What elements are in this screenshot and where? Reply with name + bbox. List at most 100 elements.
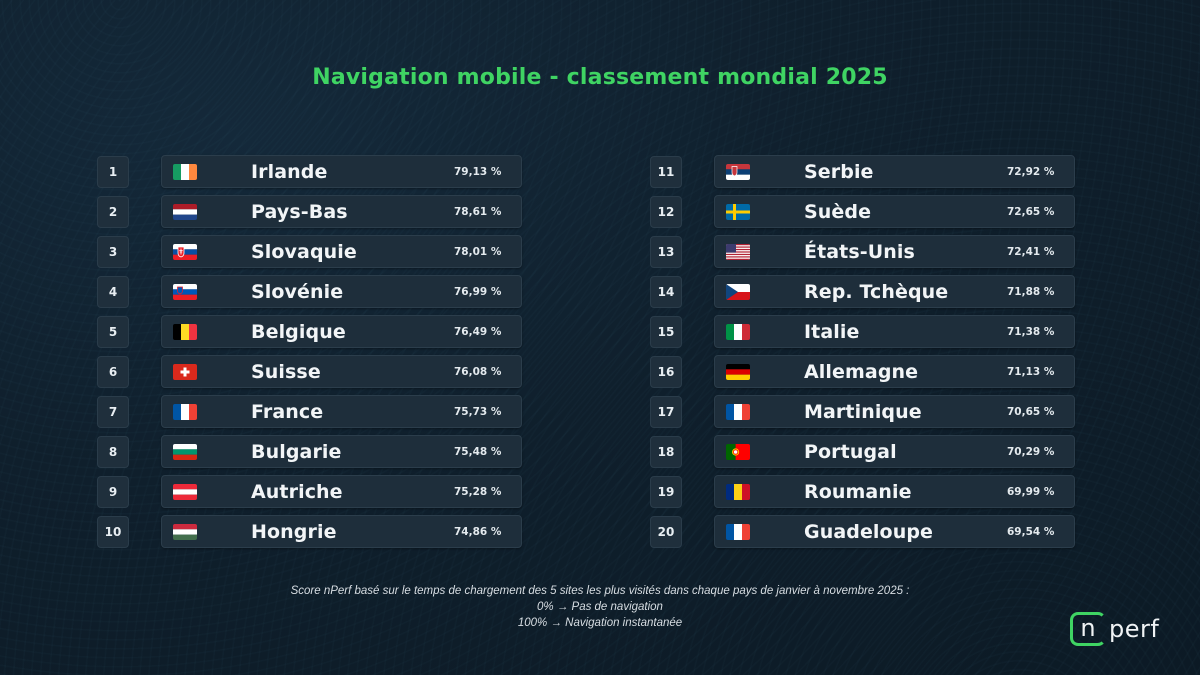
country-bar: Suisse 76,08 % xyxy=(161,355,522,388)
country-score: 75,28 % xyxy=(454,485,502,498)
bulgaria-flag-icon xyxy=(173,444,197,460)
country-score: 76,99 % xyxy=(454,285,502,298)
ranking-row-martinique: 17 Martinique 70,65 % xyxy=(650,395,1075,428)
ranking-row-etats-unis: 13 États-Unis 72,41 % xyxy=(650,235,1075,268)
country-name: Serbie xyxy=(804,160,874,183)
country-name: Pays-Bas xyxy=(251,200,348,223)
rank-badge: 16 xyxy=(650,355,682,388)
country-bar: Suède 72,65 % xyxy=(714,195,1075,228)
rank-badge: 15 xyxy=(650,315,682,348)
rank-badge: 19 xyxy=(650,475,682,508)
country-bar: Roumanie 69,99 % xyxy=(714,475,1075,508)
country-name: Slovaquie xyxy=(251,240,357,263)
rank-badge: 18 xyxy=(650,435,682,468)
country-name: États-Unis xyxy=(804,240,915,263)
country-name: Belgique xyxy=(251,320,346,343)
czech-flag-icon xyxy=(726,284,750,300)
netherlands-flag-icon xyxy=(173,204,197,220)
country-score: 72,92 % xyxy=(1007,165,1055,178)
ranking-row-guadeloupe: 20 Guadeloupe 69,54 % xyxy=(650,515,1075,548)
belgium-flag-icon xyxy=(173,324,197,340)
rank-badge: 2 xyxy=(97,195,129,228)
rank-badge: 4 xyxy=(97,275,129,308)
country-bar: Slovénie 76,99 % xyxy=(161,275,522,308)
country-score: 74,86 % xyxy=(454,525,502,538)
country-name: Suède xyxy=(804,200,872,223)
ranking-row-italie: 15 Italie 71,38 % xyxy=(650,315,1075,348)
slovakia-flag-icon xyxy=(173,244,197,260)
country-name: Rep. Tchèque xyxy=(804,280,949,303)
rank-badge: 14 xyxy=(650,275,682,308)
country-score: 71,13 % xyxy=(1007,365,1055,378)
rank-badge: 9 xyxy=(97,475,129,508)
rank-badge: 3 xyxy=(97,235,129,268)
country-score: 71,38 % xyxy=(1007,325,1055,338)
nperf-logo-text: perf xyxy=(1109,615,1160,643)
country-score: 72,41 % xyxy=(1007,245,1055,258)
country-bar: États-Unis 72,41 % xyxy=(714,235,1075,268)
country-name: France xyxy=(251,400,324,423)
country-name: Allemagne xyxy=(804,360,919,383)
country-name: Autriche xyxy=(251,480,343,503)
country-name: Slovénie xyxy=(251,280,344,303)
country-score: 69,54 % xyxy=(1007,525,1055,538)
france-flag-icon xyxy=(173,404,197,420)
country-score: 71,88 % xyxy=(1007,285,1055,298)
country-bar: Belgique 76,49 % xyxy=(161,315,522,348)
country-name: Guadeloupe xyxy=(804,520,934,543)
country-name: Roumanie xyxy=(804,480,912,503)
footnote-scale-max: 100% → Navigation instantanée xyxy=(517,617,683,629)
ranking-row-serbie: 11 Serbie 72,92 % xyxy=(650,155,1075,188)
ranking-row-portugal: 18 Portugal 70,29 % xyxy=(650,435,1075,468)
country-bar: Allemagne 71,13 % xyxy=(714,355,1075,388)
country-name: Suisse xyxy=(251,360,321,383)
ranking-row-suede: 12 Suède 72,65 % xyxy=(650,195,1075,228)
country-score: 78,01 % xyxy=(454,245,502,258)
france-flag-icon xyxy=(726,524,750,540)
austria-flag-icon xyxy=(173,484,197,500)
country-name: Hongrie xyxy=(251,520,337,543)
germany-flag-icon xyxy=(726,364,750,380)
rank-badge: 20 xyxy=(650,515,682,548)
country-bar: Italie 71,38 % xyxy=(714,315,1075,348)
ranking-row-suisse: 6 Suisse 76,08 % xyxy=(97,355,522,388)
sweden-flag-icon xyxy=(726,204,750,220)
serbia-flag-icon xyxy=(726,164,750,180)
rank-badge: 5 xyxy=(97,315,129,348)
country-bar: Martinique 70,65 % xyxy=(714,395,1075,428)
country-bar: Rep. Tchèque 71,88 % xyxy=(714,275,1075,308)
footnote: Score nPerf basé sur le temps de chargem… xyxy=(0,583,1200,631)
ireland-flag-icon xyxy=(173,164,197,180)
ranking-row-bulgarie: 8 Bulgarie 75,48 % xyxy=(97,435,522,468)
country-score: 70,65 % xyxy=(1007,405,1055,418)
country-name: Martinique xyxy=(804,400,922,423)
country-name: Irlande xyxy=(251,160,328,183)
country-score: 76,49 % xyxy=(454,325,502,338)
footnote-description: Score nPerf basé sur le temps de chargem… xyxy=(290,585,910,597)
ranking-row-hongrie: 10 Hongrie 74,86 % xyxy=(97,515,522,548)
country-name: Bulgarie xyxy=(251,440,342,463)
france-flag-icon xyxy=(726,404,750,420)
country-bar: Serbie 72,92 % xyxy=(714,155,1075,188)
country-name: Italie xyxy=(804,320,860,343)
country-bar: Guadeloupe 69,54 % xyxy=(714,515,1075,548)
switzerland-flag-icon xyxy=(173,364,197,380)
country-name: Portugal xyxy=(804,440,897,463)
ranking-row-france: 7 France 75,73 % xyxy=(97,395,522,428)
country-score: 79,13 % xyxy=(454,165,502,178)
rank-badge: 17 xyxy=(650,395,682,428)
ranking-row-roumanie: 19 Roumanie 69,99 % xyxy=(650,475,1075,508)
country-bar: France 75,73 % xyxy=(161,395,522,428)
country-score: 70,29 % xyxy=(1007,445,1055,458)
country-bar: Portugal 70,29 % xyxy=(714,435,1075,468)
ranking-row-slovenie: 4 Slovénie 76,99 % xyxy=(97,275,522,308)
hungary-flag-icon xyxy=(173,524,197,540)
footnote-scale-min: 0% → Pas de navigation xyxy=(537,601,663,613)
country-score: 78,61 % xyxy=(454,205,502,218)
rank-badge: 11 xyxy=(650,155,682,188)
rank-badge: 10 xyxy=(97,515,129,548)
portugal-flag-icon xyxy=(726,444,750,460)
ranking-row-allemagne: 16 Allemagne 71,13 % xyxy=(650,355,1075,388)
ranking-right-column: 11 Serbie 72,92 % 12 Suède 72,65 % 13 Ét… xyxy=(650,155,1075,555)
country-bar: Bulgarie 75,48 % xyxy=(161,435,522,468)
